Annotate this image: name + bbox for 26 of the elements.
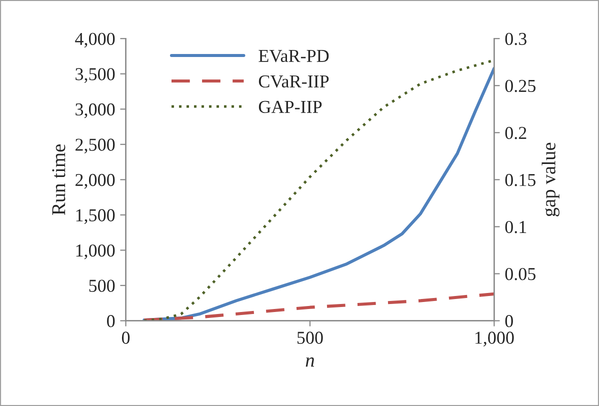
y-tick-label: 1,000 — [76, 244, 115, 260]
x-tick-label: 500 — [297, 332, 323, 344]
y2-tick-label: 0.2 — [505, 126, 526, 140]
y-axis-title: Run time — [52, 144, 66, 216]
line-series — [142, 292, 494, 321]
legend-label: CVaR-IIP — [258, 75, 329, 88]
y2-tick-label: 0 — [505, 314, 513, 328]
y2-axis-title: gap value — [542, 142, 560, 216]
y2-tick-label: 0.3 — [505, 32, 526, 46]
y2-tick-label: 0.1 — [505, 220, 526, 234]
y2-tick-label: 0.25 — [505, 80, 536, 92]
y-tick-label: 4,000 — [75, 32, 115, 48]
y-tick-label: 0 — [107, 314, 115, 328]
legend-label: EVaR-PD — [258, 50, 329, 62]
legend-label: GAP-IIP — [258, 100, 322, 114]
y-tick-label: 2,000 — [76, 174, 115, 189]
y-tick-label: 3,000 — [76, 103, 115, 118]
y-tick-label: 3,500 — [76, 68, 115, 83]
x-tick-label: 1,000 — [475, 332, 514, 346]
y-tick-label: 2,500 — [76, 138, 115, 154]
y2-tick-label: 0.15 — [505, 174, 536, 186]
y-tick-label: 500 — [89, 280, 115, 292]
x-axis-title: n — [306, 357, 314, 367]
x-tick-label: 0 — [122, 332, 130, 344]
y-tick-label: 1,500 — [76, 209, 115, 224]
y2-tick-label: 0.05 — [505, 268, 536, 280]
